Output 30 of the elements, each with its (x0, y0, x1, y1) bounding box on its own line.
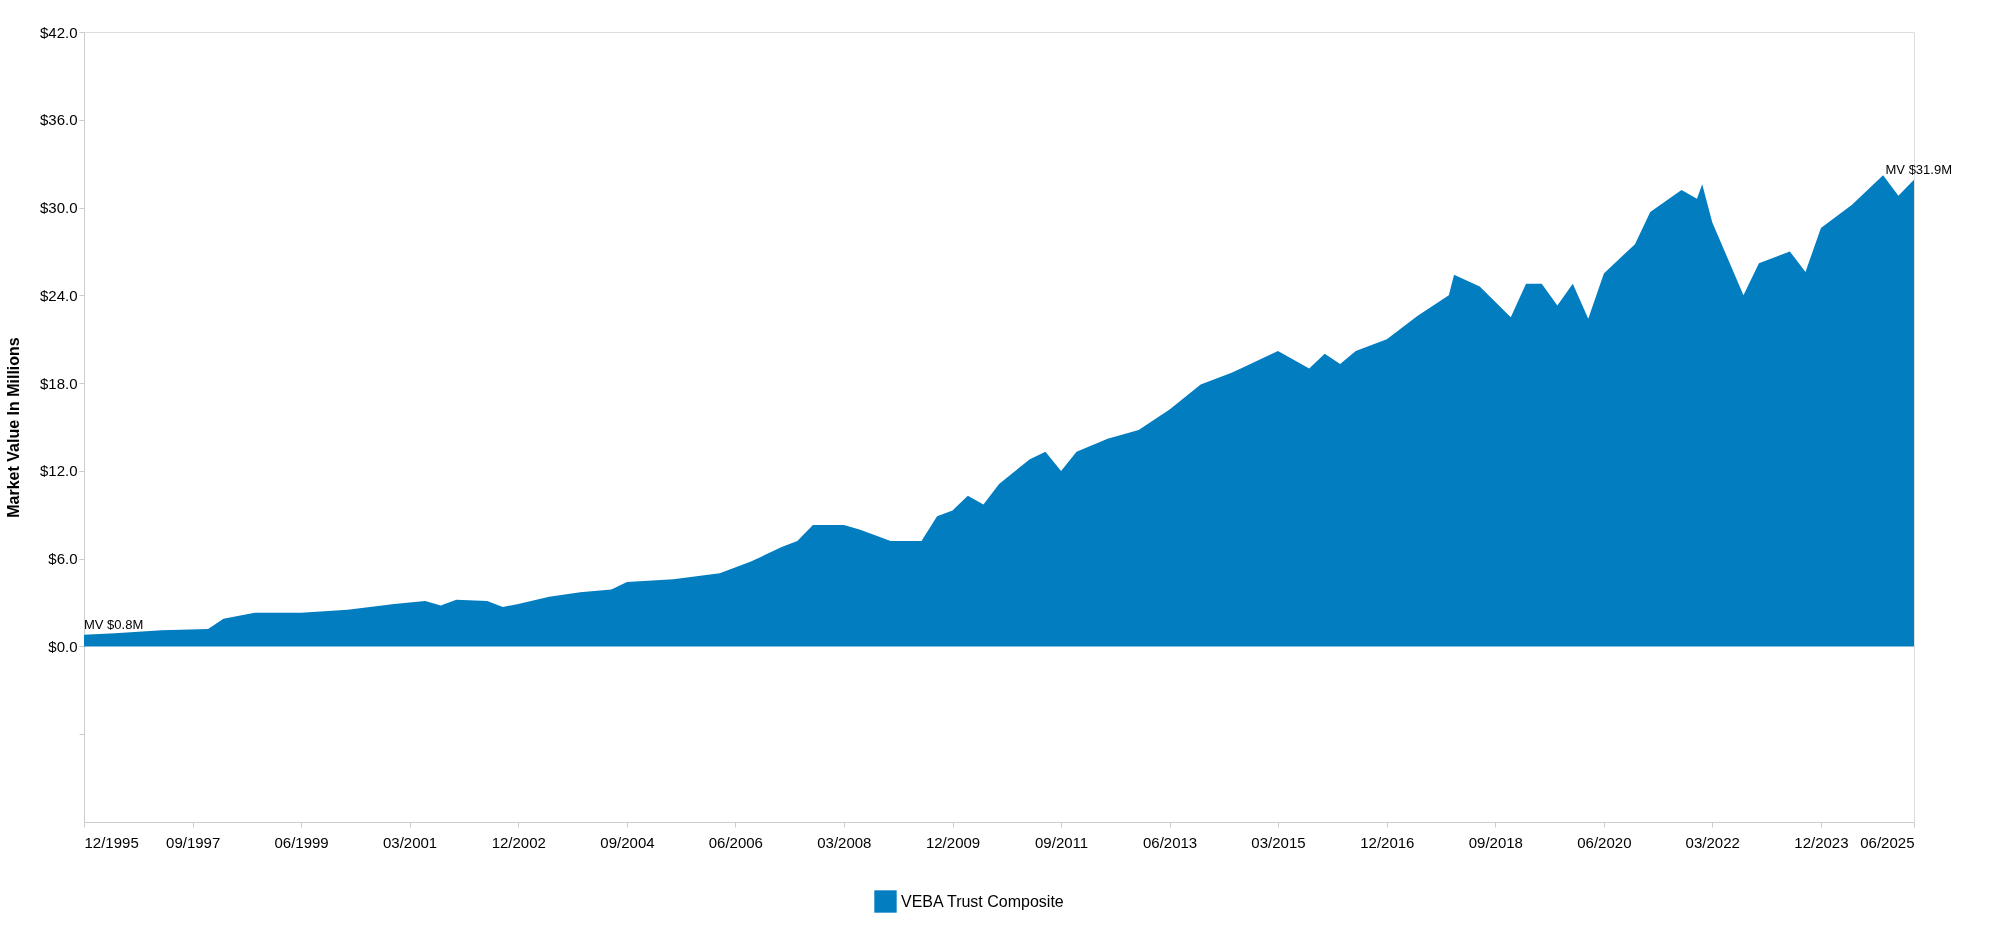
x-tick-label: 12/2002 (491, 833, 546, 851)
y-tick-label: $24.0 (39, 286, 78, 304)
x-tick-label: 06/2020 (1577, 833, 1632, 851)
x-tick-label: 12/1995 (84, 833, 139, 851)
x-tick-label: 03/2022 (1685, 833, 1740, 851)
y-axis-title: Market Value In Millions (4, 337, 22, 518)
y-tick-label: $6.0 (48, 550, 78, 568)
y-tick-label: $18.0 (39, 374, 78, 392)
x-tick-label: 09/2011 (1035, 833, 1089, 851)
x-tick-label: 12/2016 (1360, 833, 1415, 851)
x-tick-label: 06/1999 (274, 833, 329, 851)
legend-label: VEBA Trust Composite (901, 892, 1064, 910)
x-tick-label: 09/2018 (1468, 833, 1523, 851)
x-tick-label: 06/2025 (1860, 833, 1915, 851)
y-tick-label: $12.0 (39, 462, 78, 480)
x-tick-label: 03/2008 (817, 833, 872, 851)
x-tick-label: 06/2006 (708, 833, 763, 851)
x-tick-label: 03/2001 (382, 833, 438, 851)
y-tick-label: $36.0 (39, 111, 78, 129)
x-tick-label: 06/2013 (1142, 833, 1198, 851)
y-tick-label: $30.0 (39, 199, 78, 217)
annotation: MV $31.9M (1885, 161, 1952, 177)
x-tick-label: 12/2023 (1794, 833, 1849, 851)
x-tick-label: 03/2015 (1251, 833, 1306, 851)
x-tick-label: 12/2009 (925, 833, 981, 851)
y-tick-label: $42.0 (39, 23, 78, 41)
x-tick-label: 09/2004 (600, 833, 655, 851)
y-tick-label: $0.0 (48, 637, 78, 655)
x-tick-label: 09/1997 (166, 833, 221, 851)
annotation: MV $0.8M (84, 616, 144, 632)
